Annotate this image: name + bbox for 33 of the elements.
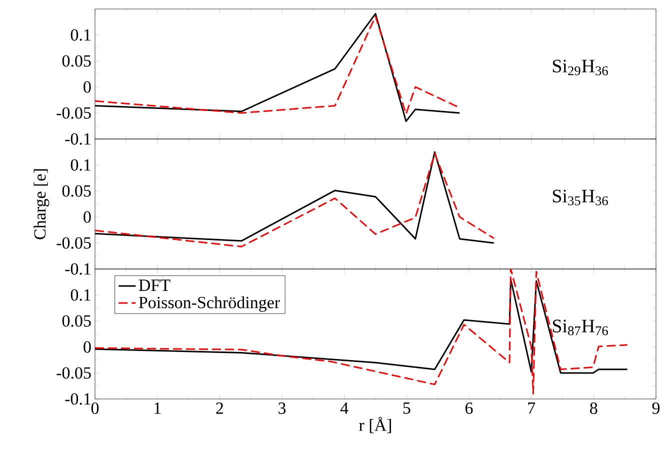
y-tick-label: -0.1	[65, 393, 90, 405]
y-tick-label: 0	[84, 341, 91, 353]
y-tick-label: 0.1	[70, 159, 90, 171]
y-tick-label: -0.05	[56, 367, 91, 379]
y-tick-label: 0.05	[62, 315, 91, 327]
y-tick-label: 0	[84, 81, 91, 93]
y-tick-label: 0.1	[70, 29, 90, 41]
x-axis-title: r [Å]	[359, 416, 391, 434]
line-series	[95, 268, 628, 395]
x-tick-label: 0	[91, 402, 99, 414]
y-tick-label: 0.05	[62, 185, 91, 197]
y-tick-label: -0.1	[65, 263, 90, 275]
legend-label: Poisson-Schrödinger	[138, 296, 280, 312]
y-axis-title: Charge [e]	[34, 169, 50, 240]
annotation: Si$_{35}$H$_{36}$	[552, 190, 608, 206]
y-tick-label: -0.1	[65, 133, 90, 145]
x-tick-label: 3	[278, 402, 286, 414]
y-tick-label: -0.05	[56, 107, 91, 119]
x-tick-label: 2	[216, 402, 223, 414]
x-tick-label: 5	[403, 402, 410, 414]
legend-label: DFT	[138, 280, 170, 291]
annotation: Si$_{87}$H$_{76}$	[552, 320, 608, 336]
y-tick-label: -0.05	[56, 237, 91, 249]
x-tick-label: 6	[465, 402, 473, 414]
x-tick-label: 7	[528, 402, 536, 414]
y-tick-label: 0.05	[62, 55, 91, 67]
y-tick-label: 0.1	[70, 289, 90, 301]
y-tick-label: 0	[84, 211, 91, 223]
x-tick-label: 4	[340, 402, 348, 414]
x-tick-label: 1	[154, 402, 161, 414]
annotation: Si$_{29}$H$_{36}$	[552, 60, 608, 76]
x-tick-label: 8	[590, 402, 598, 414]
x-tick-label: 9	[652, 402, 660, 414]
